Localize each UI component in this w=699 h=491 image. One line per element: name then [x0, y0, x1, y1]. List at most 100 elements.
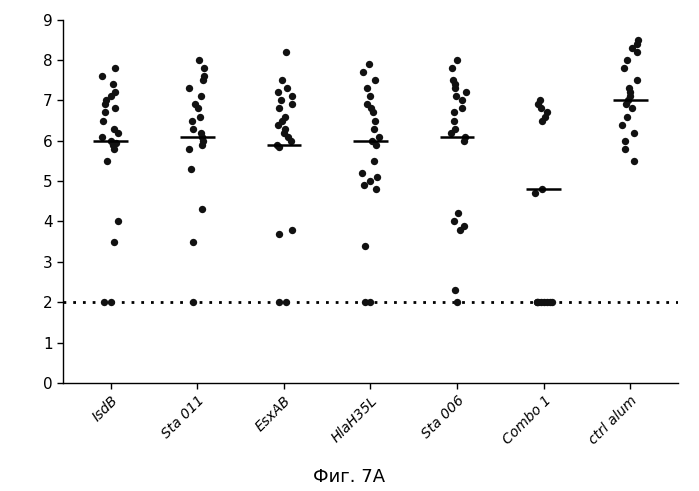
Point	[275, 96, 287, 104]
Point	[184, 145, 195, 153]
Point	[287, 92, 298, 100]
Point	[536, 117, 547, 125]
Point	[449, 125, 460, 133]
Point	[189, 101, 201, 109]
Point	[196, 205, 207, 213]
Point	[100, 96, 111, 104]
Point	[624, 92, 635, 100]
Point	[198, 137, 209, 145]
Point	[456, 96, 468, 104]
Point	[366, 105, 377, 112]
Point	[364, 92, 375, 100]
Point	[280, 299, 291, 306]
Point	[110, 139, 122, 147]
Point	[184, 84, 195, 92]
Point	[187, 117, 198, 125]
Point	[619, 137, 630, 145]
Point	[106, 299, 117, 306]
Point	[617, 121, 628, 129]
Point	[272, 121, 283, 129]
Point	[359, 181, 370, 189]
Point	[361, 84, 373, 92]
Point	[450, 92, 461, 100]
Point	[445, 129, 456, 136]
Point	[530, 190, 541, 197]
Point	[535, 299, 547, 306]
Point	[199, 72, 210, 80]
Point	[281, 84, 292, 92]
Point	[368, 157, 380, 165]
Point	[287, 226, 298, 234]
Point	[631, 76, 642, 84]
Point	[366, 137, 377, 145]
Point	[533, 299, 544, 306]
Point	[271, 141, 282, 149]
Point	[449, 286, 461, 294]
Point	[368, 125, 380, 133]
Point	[621, 101, 632, 109]
Point	[540, 112, 551, 120]
Point	[370, 117, 381, 125]
Point	[196, 129, 207, 136]
Point	[187, 299, 199, 306]
Point	[96, 133, 108, 140]
Point	[356, 169, 368, 177]
Point	[631, 40, 642, 48]
Point	[98, 117, 109, 125]
Point	[274, 299, 285, 306]
Point	[532, 299, 543, 306]
Point	[447, 64, 458, 72]
Point	[628, 129, 640, 136]
Point	[273, 230, 284, 238]
Point	[629, 157, 640, 165]
Point	[276, 76, 287, 84]
Point	[535, 105, 547, 112]
Point	[281, 48, 292, 56]
Point	[449, 81, 461, 88]
Point	[195, 92, 206, 100]
Point	[459, 221, 470, 229]
Point	[370, 76, 381, 84]
Point	[532, 299, 543, 306]
Point	[108, 125, 120, 133]
Point	[108, 238, 120, 246]
Point	[536, 185, 547, 193]
Point	[367, 109, 378, 116]
Point	[99, 299, 110, 306]
Point	[370, 185, 382, 193]
Point	[283, 133, 294, 140]
Point	[625, 88, 636, 96]
Point	[373, 133, 384, 140]
Point	[448, 109, 459, 116]
Point	[449, 84, 461, 92]
Point	[110, 105, 121, 112]
Point	[452, 210, 463, 218]
Point	[197, 76, 208, 84]
Point	[187, 125, 199, 133]
Point	[273, 88, 284, 96]
Point	[196, 141, 208, 149]
Point	[624, 84, 635, 92]
Point	[547, 299, 558, 306]
Point	[101, 157, 113, 165]
Point	[107, 81, 118, 88]
Point	[370, 141, 382, 149]
Point	[448, 218, 459, 225]
Point	[99, 109, 110, 116]
Point	[193, 56, 204, 64]
Point	[109, 145, 120, 153]
Point	[199, 64, 210, 72]
Point	[622, 96, 633, 104]
Point	[364, 299, 375, 306]
Point	[619, 64, 630, 72]
Point	[632, 48, 643, 56]
Point	[459, 137, 470, 145]
Point	[185, 165, 196, 173]
Point	[110, 64, 121, 72]
Point	[287, 101, 298, 109]
Point	[192, 105, 203, 112]
Point	[619, 145, 630, 153]
Point	[187, 238, 199, 246]
Point	[363, 60, 375, 68]
Point	[449, 117, 460, 125]
